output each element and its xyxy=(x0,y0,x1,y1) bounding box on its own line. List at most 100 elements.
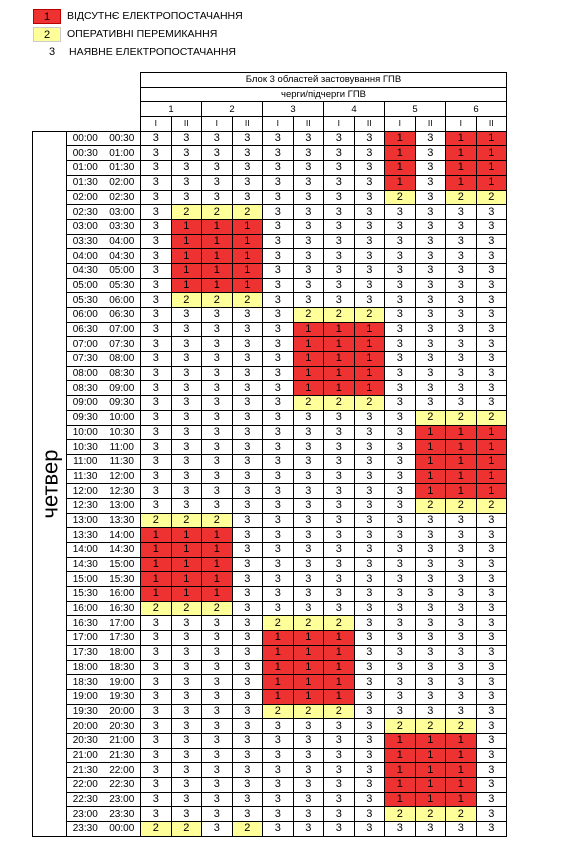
status-cell: 3 xyxy=(140,644,172,661)
status-cell: 3 xyxy=(475,718,507,734)
time-start: 08:30 xyxy=(66,380,104,397)
status-cell: 3 xyxy=(384,703,416,720)
status-cell: 3 xyxy=(262,380,294,397)
status-cell: 3 xyxy=(231,674,263,690)
status-cell: 2 xyxy=(353,307,385,323)
status-cell: 1 xyxy=(201,571,233,588)
table-row: 18:00 18:30 3 3 3 3 1 1 1 3 3 3 3 3 xyxy=(33,659,507,676)
status-cell: 3 xyxy=(414,145,446,162)
status-cell: 3 xyxy=(384,351,416,367)
status-cell: 3 xyxy=(262,600,294,617)
status-cell: 3 xyxy=(384,468,416,485)
status-cell: 2 xyxy=(475,497,507,514)
status-cell: 2 xyxy=(445,806,477,823)
status-cell: 3 xyxy=(353,527,385,543)
status-cell: 1 xyxy=(140,556,172,573)
time-end: 19:30 xyxy=(103,688,141,705)
time-end: 01:30 xyxy=(103,160,141,176)
status-cell: 3 xyxy=(231,395,263,411)
status-cell: 3 xyxy=(353,615,385,632)
table-row: 16:00 16:30 2 2 2 3 3 3 3 3 3 3 3 3 xyxy=(33,600,507,617)
status-cell: 3 xyxy=(231,747,263,764)
status-cell: 1 xyxy=(201,556,233,573)
status-cell: 3 xyxy=(414,380,446,397)
status-cell: 1 xyxy=(170,262,202,279)
status-cell: 3 xyxy=(140,130,172,147)
status-cell: 3 xyxy=(414,527,446,543)
status-cell: 3 xyxy=(414,556,446,573)
status-cell: 3 xyxy=(231,468,263,485)
status-cell: 3 xyxy=(475,233,507,250)
status-cell: 3 xyxy=(353,218,385,235)
table-row: 08:00 08:30 3 3 3 3 3 1 1 1 3 3 3 3 xyxy=(33,365,507,382)
status-cell: 3 xyxy=(140,380,172,397)
status-cell: 3 xyxy=(262,262,294,279)
status-cell: 1 xyxy=(262,630,294,646)
status-cell: 3 xyxy=(140,395,172,411)
time-end: 13:00 xyxy=(103,497,141,514)
status-cell: 3 xyxy=(475,527,507,543)
status-cell: 3 xyxy=(231,630,263,646)
status-cell: 3 xyxy=(414,703,446,720)
status-cell: 3 xyxy=(262,130,294,147)
status-cell: 3 xyxy=(353,777,385,793)
status-cell: 3 xyxy=(292,204,324,220)
status-cell: 3 xyxy=(170,145,202,162)
status-cell: 3 xyxy=(231,145,263,162)
table-subtitle: черги/підчерги ГПВ xyxy=(140,86,507,103)
status-cell: 3 xyxy=(353,292,385,308)
status-cell: 3 xyxy=(384,586,416,602)
time-end: 08:30 xyxy=(103,365,141,382)
status-cell: 2 xyxy=(323,615,355,632)
status-cell: 3 xyxy=(353,600,385,617)
table-row: 11:00 11:30 3 3 3 3 3 3 3 3 3 1 1 1 xyxy=(33,453,507,470)
status-cell: 3 xyxy=(170,806,202,823)
group-header: 2 xyxy=(201,101,263,118)
time-start: 12:00 xyxy=(66,483,104,499)
time-start: 06:00 xyxy=(66,307,104,323)
status-cell: 1 xyxy=(170,571,202,588)
table-row: 21:30 22:00 3 3 3 3 3 3 3 3 1 1 1 3 xyxy=(33,762,507,778)
time-start: 04:30 xyxy=(66,262,104,279)
time-end: 09:00 xyxy=(103,380,141,397)
time-end: 18:00 xyxy=(103,644,141,661)
subgroup-header: II xyxy=(170,116,202,132)
status-cell: 3 xyxy=(201,130,233,147)
status-cell: 2 xyxy=(231,821,263,837)
status-cell: 3 xyxy=(384,512,416,529)
status-cell: 3 xyxy=(140,483,172,499)
status-cell: 3 xyxy=(140,439,172,455)
status-cell: 3 xyxy=(445,688,477,705)
status-cell: 3 xyxy=(414,674,446,690)
time-end: 23:00 xyxy=(103,791,141,808)
status-cell: 3 xyxy=(353,439,385,455)
status-cell: 3 xyxy=(384,571,416,588)
status-cell: 3 xyxy=(475,777,507,793)
status-cell: 3 xyxy=(445,821,477,837)
table-row: 16:30 17:00 3 3 3 3 2 2 2 3 3 3 3 3 xyxy=(33,615,507,632)
status-cell: 1 xyxy=(353,365,385,382)
status-cell: 1 xyxy=(201,527,233,543)
status-cell: 3 xyxy=(475,336,507,353)
status-cell: 3 xyxy=(353,204,385,220)
status-cell: 3 xyxy=(262,145,294,162)
status-cell: 3 xyxy=(292,145,324,162)
time-start: 20:00 xyxy=(66,718,104,734)
status-cell: 3 xyxy=(170,321,202,338)
time-end: 14:30 xyxy=(103,542,141,558)
status-cell: 3 xyxy=(353,277,385,294)
time-start: 02:30 xyxy=(66,204,104,220)
table-row: 11:30 12:00 3 3 3 3 3 3 3 3 3 1 1 1 xyxy=(33,468,507,485)
status-cell: 3 xyxy=(292,292,324,308)
subgroup-header: II xyxy=(353,116,385,132)
time-start: 12:30 xyxy=(66,497,104,514)
status-cell: 3 xyxy=(445,380,477,397)
group-header: 5 xyxy=(384,101,446,118)
time-start: 09:30 xyxy=(66,409,104,426)
status-cell: 3 xyxy=(201,674,233,690)
table-row: 12:00 12:30 3 3 3 3 3 3 3 3 3 1 1 1 xyxy=(33,483,507,499)
status-cell: 3 xyxy=(475,821,507,837)
status-cell: 3 xyxy=(201,351,233,367)
status-cell: 3 xyxy=(384,409,416,426)
status-cell: 2 xyxy=(201,204,233,220)
